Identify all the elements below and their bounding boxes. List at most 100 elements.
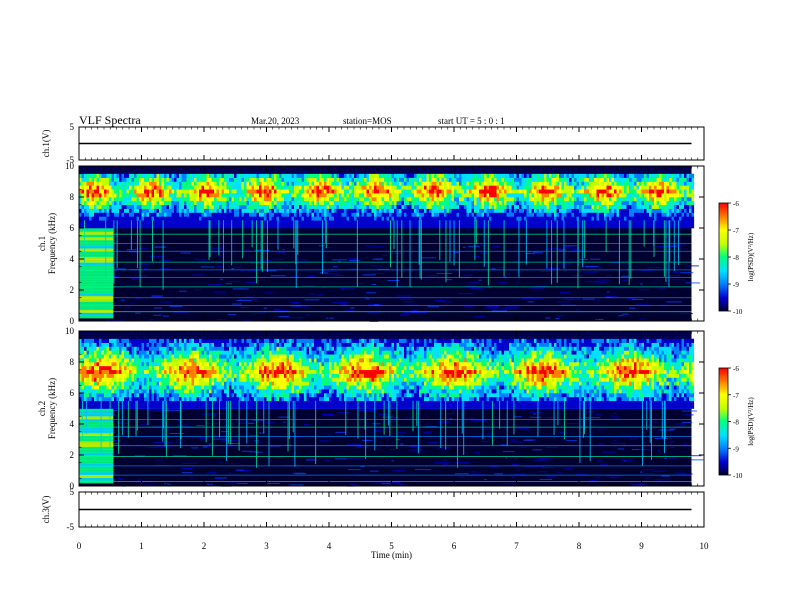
- spectral-cell: [86, 396, 90, 402]
- spectral-cell: [571, 193, 575, 198]
- noise-cell: [258, 432, 263, 434]
- spectral-cell: [616, 208, 620, 213]
- spectral-cell: [676, 200, 680, 206]
- spectral-cell: [94, 362, 97, 367]
- spectral-cell: [204, 173, 207, 178]
- spectral-cell: [274, 204, 277, 209]
- spectral-cell: [461, 200, 465, 206]
- spectral-cell: [341, 181, 345, 186]
- spectral-cell: [84, 393, 87, 398]
- spectral-cell: [249, 177, 252, 182]
- spectral-cell: [276, 185, 280, 190]
- noise-cell: [534, 459, 548, 461]
- noise-cell: [234, 266, 243, 268]
- spectral-cell: [649, 185, 652, 190]
- spectral-cell: [341, 204, 345, 209]
- spectral-cell: [286, 177, 290, 182]
- spectral-cell: [296, 208, 300, 213]
- spectral-cell: [489, 185, 492, 190]
- spectral-cell: [614, 204, 617, 209]
- spectral-cell: [664, 197, 667, 202]
- spectral-cell: [514, 185, 517, 190]
- spectral-cell: [99, 350, 102, 355]
- spectral-cell: [236, 185, 240, 190]
- spectral-cell: [79, 216, 82, 221]
- spectral-cell: [429, 177, 432, 182]
- spectral-cell: [594, 224, 597, 229]
- noise-cell: [370, 470, 379, 472]
- spectral-cell: [531, 177, 535, 182]
- spectral-cell: [476, 177, 480, 182]
- spectral-cell: [214, 200, 217, 206]
- spectral-cell: [636, 185, 640, 190]
- spectral-cell: [319, 204, 322, 209]
- spectral-cell: [641, 197, 645, 202]
- noise-cell: [256, 411, 261, 413]
- spectral-cell: [631, 224, 635, 229]
- noise-cell: [492, 245, 501, 247]
- spectral-cell: [91, 389, 95, 394]
- spectral-cell: [146, 189, 150, 194]
- spectral-cell: [404, 200, 407, 206]
- noise-cell: [567, 423, 579, 425]
- spectral-cell: [259, 200, 262, 206]
- spectral-cell: [351, 181, 355, 186]
- spectral-cell: [429, 173, 432, 178]
- noise-cell: [657, 450, 660, 452]
- spectral-cell: [309, 189, 312, 194]
- spectral-cell: [521, 220, 525, 225]
- spectral-cell: [184, 204, 187, 209]
- spectral-cell: [94, 369, 97, 374]
- spectral-cell: [661, 220, 665, 225]
- spectral-cell: [109, 216, 112, 221]
- spectral-cell: [601, 224, 605, 229]
- spectral-cell: [176, 197, 180, 202]
- noise-cell: [582, 271, 598, 273]
- spectral-cell: [621, 220, 625, 225]
- spectral-cell: [184, 185, 187, 190]
- spectral-cell: [164, 189, 167, 194]
- spectral-cell: [579, 185, 582, 190]
- spectral-cell: [589, 177, 592, 182]
- spectral-cell: [231, 193, 235, 198]
- spectral-cell: [444, 200, 447, 206]
- spectral-cell: [414, 212, 417, 217]
- noise-cell: [638, 289, 650, 291]
- noise-cell: [355, 283, 365, 285]
- spectral-cell: [166, 200, 170, 206]
- spectral-cell: [104, 369, 107, 374]
- spectral-cell: [256, 204, 260, 209]
- noise-cell: [523, 439, 534, 441]
- burst-cell: [79, 455, 114, 459]
- noise-cell: [221, 439, 238, 441]
- burst-cell: [79, 284, 114, 288]
- noise-cell: [278, 316, 290, 318]
- noise-cell: [539, 478, 553, 480]
- spectral-cell: [389, 204, 392, 209]
- spectral-cell: [99, 185, 102, 190]
- noise-cell: [446, 279, 453, 281]
- spectral-cell: [659, 216, 662, 221]
- spectral-cell: [549, 216, 552, 221]
- spectral-cell: [589, 193, 592, 198]
- noise-cell: [220, 462, 223, 464]
- spectral-cell: [501, 181, 505, 186]
- spectral-cell: [254, 181, 257, 186]
- spectral-cell: [299, 212, 302, 217]
- spectral-cell: [489, 208, 492, 213]
- spectral-cell: [111, 220, 115, 225]
- spectral-cell: [256, 197, 260, 202]
- spectral-cell: [659, 193, 662, 198]
- spectral-cell: [126, 204, 130, 209]
- spectral-cell: [674, 208, 677, 213]
- spectral-cell: [91, 393, 95, 398]
- spectral-cell: [546, 173, 550, 178]
- spectral-cell: [124, 224, 127, 229]
- spectral-cell: [616, 216, 620, 221]
- spectral-cell: [106, 220, 110, 225]
- spectral-cell: [416, 212, 420, 217]
- spectral-cell: [626, 200, 630, 206]
- spectral-cell: [231, 197, 235, 202]
- spectral-cell: [96, 224, 100, 229]
- noise-cell: [502, 483, 517, 485]
